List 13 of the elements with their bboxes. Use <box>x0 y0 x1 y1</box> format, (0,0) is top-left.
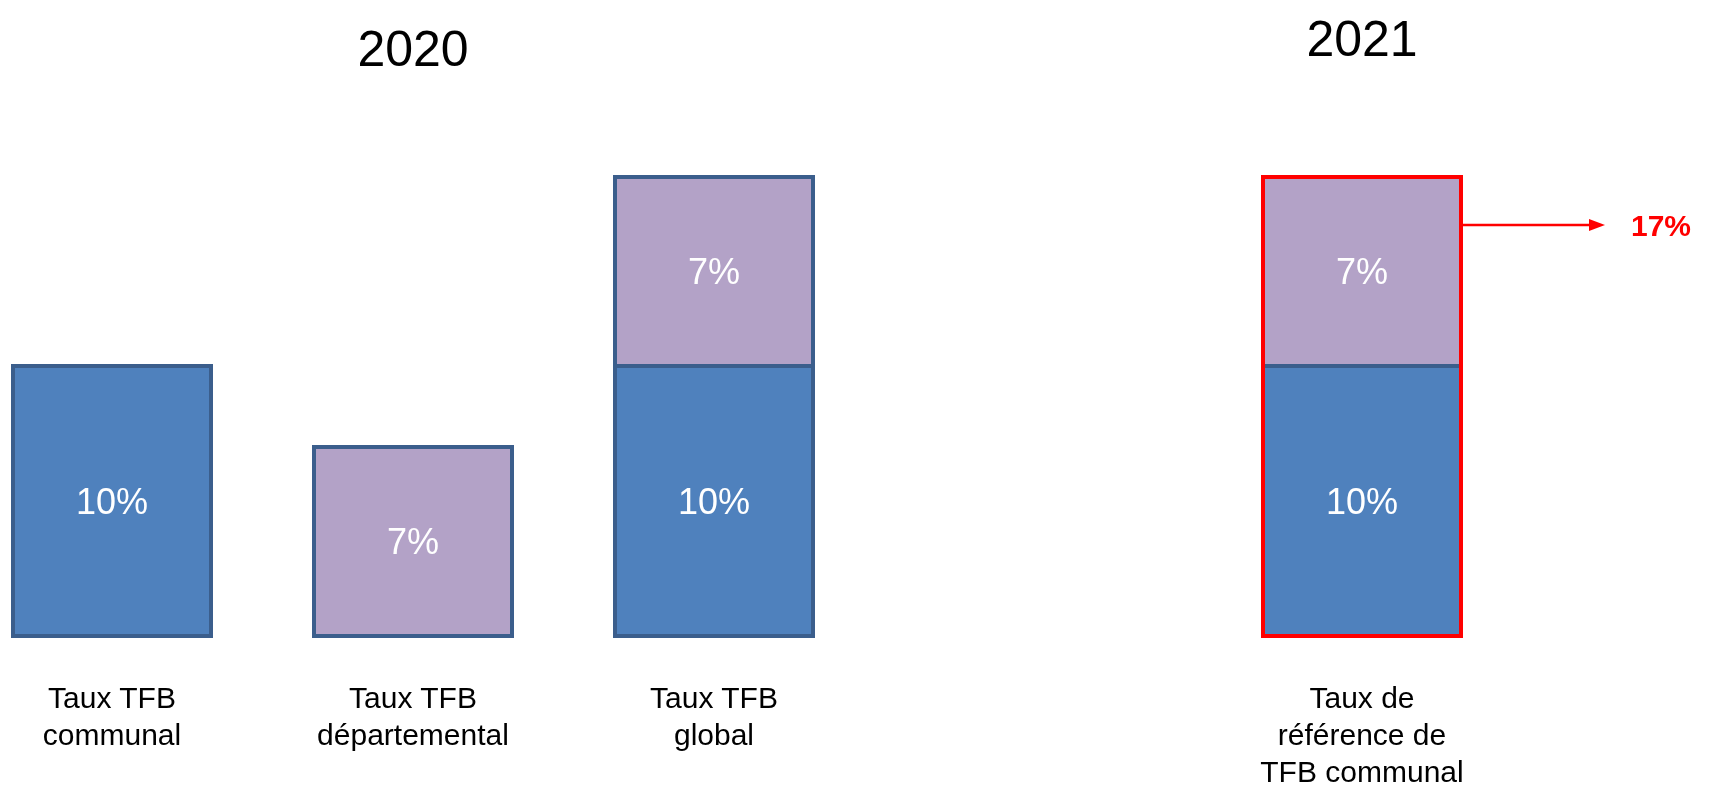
text: 17% <box>1631 208 1692 242</box>
chart-title: 2021 <box>1306 11 1418 67</box>
chart-title: 2020 <box>357 21 469 77</box>
data-label: 7% <box>687 251 741 292</box>
data-label: 10% <box>1325 480 1399 522</box>
data-label: 7% <box>1335 251 1389 292</box>
data-label: 7% <box>386 521 440 562</box>
x-tick-label: Taux de référence de TFB communal <box>1260 681 1464 788</box>
data-label: 10% <box>75 480 149 522</box>
data-label: 10% <box>677 480 751 522</box>
x-tick-label: Taux TFB départemental <box>317 681 509 751</box>
x-tick-label: Taux TFB communal <box>42 681 182 751</box>
x-tick-label: Taux TFB global <box>650 681 778 751</box>
